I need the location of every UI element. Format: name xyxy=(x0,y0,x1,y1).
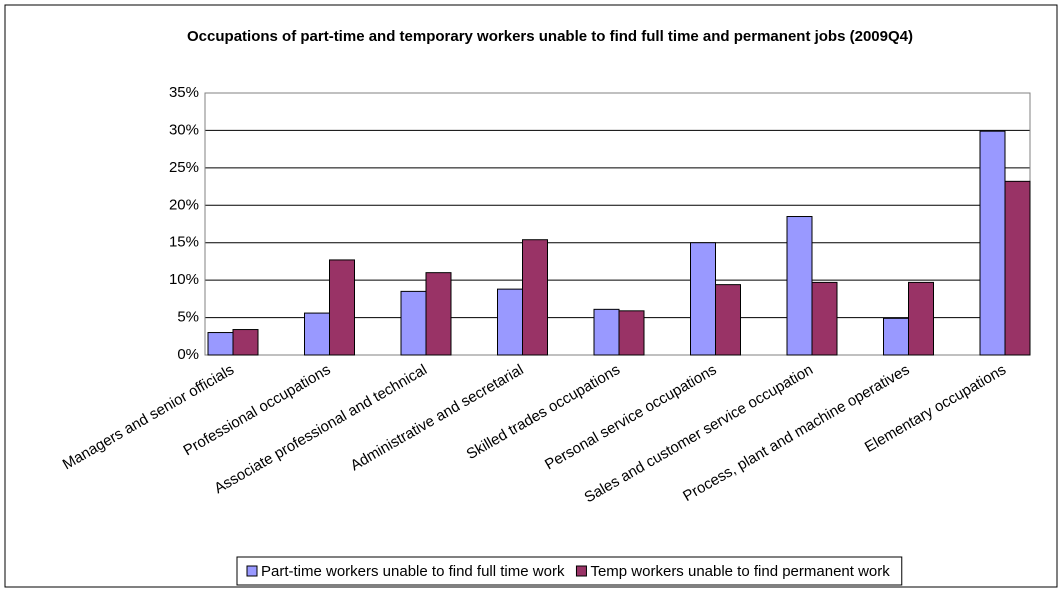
y-tick-label: 20% xyxy=(169,196,199,213)
bar xyxy=(207,332,234,356)
bar xyxy=(400,290,427,356)
y-tick-label: 0% xyxy=(177,346,199,363)
legend-box xyxy=(236,556,903,586)
bar xyxy=(329,259,355,356)
y-tick-label: 25% xyxy=(169,159,199,176)
bar xyxy=(304,312,330,356)
y-tick-label: 35% xyxy=(169,84,199,101)
bar xyxy=(618,310,645,356)
bar xyxy=(425,272,452,356)
chart-title: Occupations of part-time and temporary w… xyxy=(187,28,913,45)
bar xyxy=(883,317,909,356)
y-tick-label: 10% xyxy=(169,271,199,288)
y-tick-label: 15% xyxy=(169,234,199,251)
legend-swatch xyxy=(246,565,258,577)
bar xyxy=(908,281,934,356)
bar xyxy=(497,288,523,356)
bar xyxy=(715,284,741,356)
legend-label: Temp workers unable to find permanent wo… xyxy=(590,563,890,580)
bar xyxy=(690,242,716,356)
y-tick-label: 30% xyxy=(169,121,199,138)
legend-swatch xyxy=(575,565,587,577)
bar xyxy=(979,130,1006,356)
bar xyxy=(786,216,813,356)
bar xyxy=(811,281,838,356)
legend-label: Part-time workers unable to find full ti… xyxy=(261,563,565,580)
bar xyxy=(1004,180,1031,356)
y-tick-label: 5% xyxy=(177,309,199,326)
bar xyxy=(522,239,548,356)
bar xyxy=(593,308,620,356)
bar xyxy=(232,329,259,356)
